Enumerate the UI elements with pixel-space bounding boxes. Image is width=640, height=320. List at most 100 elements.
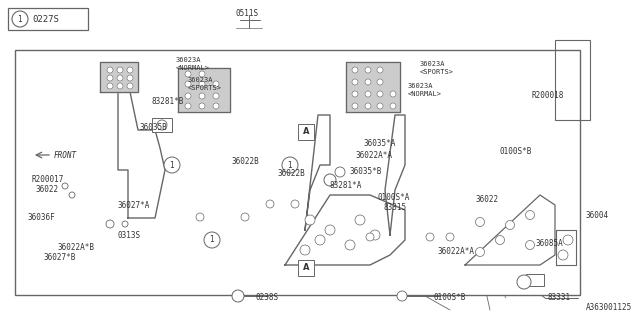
Text: A363001125: A363001125 xyxy=(586,303,632,312)
Bar xyxy=(298,260,314,276)
Circle shape xyxy=(300,245,310,255)
Text: 36027*A: 36027*A xyxy=(118,202,150,211)
Circle shape xyxy=(185,71,191,77)
Text: 36023A
<NORMAL>: 36023A <NORMAL> xyxy=(408,84,442,97)
Bar xyxy=(298,124,314,140)
Circle shape xyxy=(355,215,365,225)
Circle shape xyxy=(366,233,374,241)
Circle shape xyxy=(213,93,219,99)
Circle shape xyxy=(199,81,205,87)
Circle shape xyxy=(365,103,371,109)
Circle shape xyxy=(122,221,128,227)
Circle shape xyxy=(62,183,68,189)
Text: 0313S: 0313S xyxy=(118,231,141,241)
Text: 36027*B: 36027*B xyxy=(43,253,76,262)
Circle shape xyxy=(291,200,299,208)
Circle shape xyxy=(213,81,219,87)
Circle shape xyxy=(127,75,133,81)
Text: 36022A*A: 36022A*A xyxy=(356,151,393,161)
Circle shape xyxy=(107,75,113,81)
Circle shape xyxy=(345,240,355,250)
Polygon shape xyxy=(118,92,165,218)
Text: 0511S: 0511S xyxy=(236,10,259,19)
Circle shape xyxy=(199,103,205,109)
Polygon shape xyxy=(305,115,330,230)
Circle shape xyxy=(117,83,123,89)
Text: A: A xyxy=(303,127,309,137)
Circle shape xyxy=(377,79,383,85)
Circle shape xyxy=(365,79,371,85)
Circle shape xyxy=(196,213,204,221)
Circle shape xyxy=(352,67,358,73)
Circle shape xyxy=(241,213,249,221)
Polygon shape xyxy=(100,62,138,92)
Text: 0100S*B: 0100S*B xyxy=(434,293,467,302)
Circle shape xyxy=(517,275,531,289)
Circle shape xyxy=(563,235,573,245)
Circle shape xyxy=(185,103,191,109)
Bar xyxy=(15,50,580,295)
Circle shape xyxy=(117,75,123,81)
Circle shape xyxy=(199,71,205,77)
Text: R200017: R200017 xyxy=(32,175,65,185)
Circle shape xyxy=(377,67,383,73)
Circle shape xyxy=(305,215,315,225)
Text: 36023A
<SPORTS>: 36023A <SPORTS> xyxy=(420,61,454,75)
Circle shape xyxy=(164,157,180,173)
Circle shape xyxy=(525,211,534,220)
Circle shape xyxy=(324,174,336,186)
Text: 36022A*A: 36022A*A xyxy=(438,247,475,257)
Circle shape xyxy=(426,233,434,241)
Text: 36022A*B: 36022A*B xyxy=(57,244,94,252)
Circle shape xyxy=(335,167,345,177)
Text: 36022B: 36022B xyxy=(232,157,260,166)
Circle shape xyxy=(377,91,383,97)
Text: 0100S*A: 0100S*A xyxy=(377,194,410,203)
Circle shape xyxy=(204,232,220,248)
Circle shape xyxy=(213,103,219,109)
Polygon shape xyxy=(178,68,230,112)
Circle shape xyxy=(127,83,133,89)
Circle shape xyxy=(12,11,28,27)
Circle shape xyxy=(117,67,123,73)
Text: 36035*A: 36035*A xyxy=(364,140,396,148)
Circle shape xyxy=(365,91,371,97)
Circle shape xyxy=(495,236,504,244)
Text: FRONT: FRONT xyxy=(54,150,77,159)
Polygon shape xyxy=(346,62,400,112)
Circle shape xyxy=(397,291,407,301)
Text: 36023A
<NORMAL>: 36023A <NORMAL> xyxy=(176,58,210,70)
Circle shape xyxy=(185,81,191,87)
Text: 83315: 83315 xyxy=(384,204,407,212)
Text: 1: 1 xyxy=(210,236,214,244)
Circle shape xyxy=(185,93,191,99)
Bar xyxy=(8,8,88,30)
Circle shape xyxy=(352,103,358,109)
Text: 36004: 36004 xyxy=(585,212,608,220)
Text: 36022: 36022 xyxy=(35,186,58,195)
Circle shape xyxy=(315,235,325,245)
Circle shape xyxy=(506,220,515,229)
Polygon shape xyxy=(285,195,405,265)
Circle shape xyxy=(282,157,298,173)
Text: 36022B: 36022B xyxy=(278,170,306,179)
Bar xyxy=(555,40,590,120)
Text: 36022: 36022 xyxy=(476,196,499,204)
Text: 36085A: 36085A xyxy=(536,239,564,249)
Circle shape xyxy=(199,93,205,99)
Polygon shape xyxy=(385,115,405,235)
Circle shape xyxy=(476,218,484,227)
Circle shape xyxy=(157,120,167,130)
Text: 36036F: 36036F xyxy=(28,213,56,222)
Circle shape xyxy=(106,220,114,228)
Circle shape xyxy=(127,67,133,73)
Circle shape xyxy=(325,225,335,235)
Circle shape xyxy=(390,91,396,97)
Text: 1: 1 xyxy=(287,161,292,170)
Polygon shape xyxy=(556,230,576,265)
Circle shape xyxy=(558,250,568,260)
Text: 83281*A: 83281*A xyxy=(330,181,362,190)
Text: R200018: R200018 xyxy=(532,92,564,100)
Circle shape xyxy=(352,79,358,85)
Text: 36023A
<SPORTS>: 36023A <SPORTS> xyxy=(188,77,222,91)
